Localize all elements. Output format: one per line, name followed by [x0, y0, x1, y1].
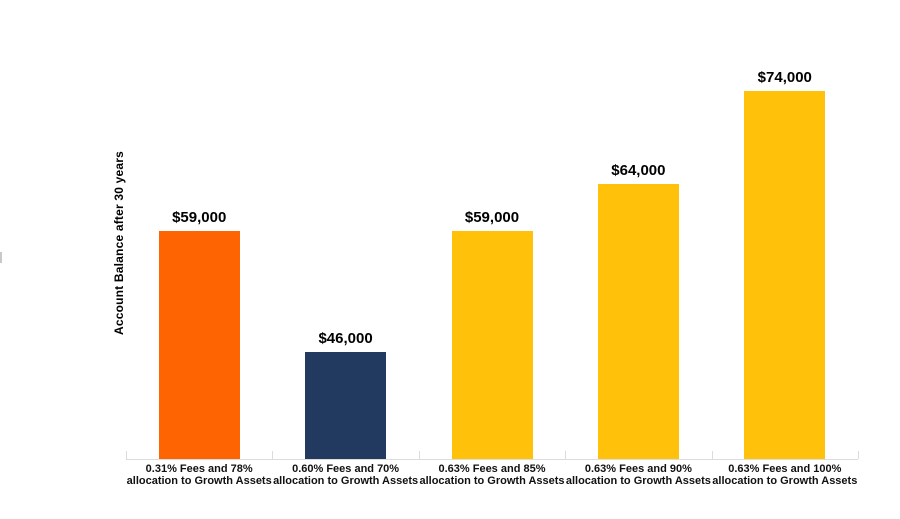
category-label-line: allocation to Growth Assets — [273, 474, 419, 487]
axis-tick — [565, 451, 567, 459]
bar-value-label: $59,000 — [172, 208, 227, 226]
bar-value-label: $59,000 — [464, 208, 520, 226]
category-label-line: allocation to Growth Assets — [712, 474, 858, 487]
category-label: 0.63% Fees and 100% allocation to Growth … — [709, 463, 861, 487]
category-label: 0.31% Fees and 78% allocation to Growth A… — [123, 463, 275, 487]
axis-tick — [272, 451, 274, 459]
bar-value-label: $74,000 — [757, 68, 812, 86]
axis-tick — [418, 451, 420, 459]
bar-4 — [597, 184, 679, 459]
left-edge-artifact — [0, 252, 2, 263]
bar-3 — [451, 230, 533, 459]
category-label-line: 0.63% Fees and 100% — [728, 463, 842, 475]
bar-1 — [158, 230, 240, 459]
axis-tick — [126, 451, 127, 459]
axis-tick — [711, 451, 713, 459]
bar-value-label: $46,000 — [318, 329, 373, 347]
category-label-line: 0.63% Fees and 90% — [584, 463, 692, 475]
bar-2 — [305, 351, 387, 459]
axis-tick — [858, 451, 859, 459]
bar-5 — [744, 90, 826, 459]
category-label-line: allocation to Growth Assets — [126, 474, 272, 487]
category-label-line: allocation to Growth Assets — [419, 474, 565, 487]
category-label: 0.63% Fees and 90% allocation to Growth A… — [562, 463, 714, 487]
category-label-line: 0.63% Fees and 85% — [438, 463, 546, 475]
category-label-line: 0.60% Fees and 70% — [292, 463, 400, 475]
category-label-line: allocation to Growth Assets — [565, 474, 711, 487]
bar-value-label: $64,000 — [611, 162, 666, 180]
x-axis-line — [126, 459, 858, 460]
y-axis-title: Account Balance after 30 years — [112, 150, 126, 336]
category-label-line: 0.31% Fees and 78% — [145, 463, 253, 475]
category-label: 0.60% Fees and 70% allocation to Growth A… — [270, 463, 422, 487]
category-label: 0.63% Fees and 85% allocation to Growth A… — [416, 463, 568, 487]
